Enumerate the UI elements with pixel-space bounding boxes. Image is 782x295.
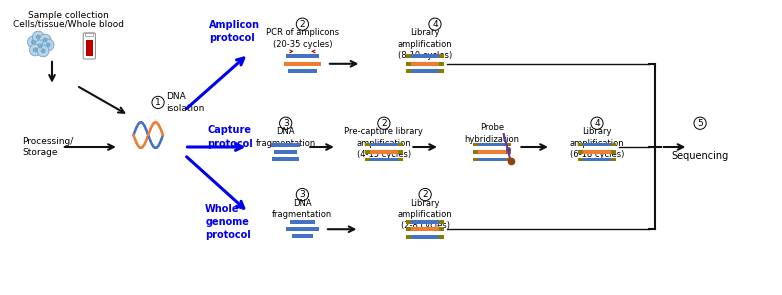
FancyBboxPatch shape [411, 227, 439, 231]
Text: 5: 5 [698, 119, 703, 128]
FancyBboxPatch shape [611, 158, 615, 161]
Text: 3: 3 [283, 119, 289, 128]
FancyBboxPatch shape [284, 62, 321, 66]
FancyBboxPatch shape [583, 143, 611, 146]
FancyBboxPatch shape [439, 235, 444, 239]
Text: 4: 4 [432, 20, 438, 29]
FancyBboxPatch shape [579, 143, 583, 146]
Text: Probe
hybridization: Probe hybridization [465, 123, 519, 144]
FancyBboxPatch shape [286, 227, 318, 231]
FancyBboxPatch shape [289, 220, 315, 224]
FancyBboxPatch shape [473, 158, 478, 161]
FancyBboxPatch shape [478, 143, 506, 146]
FancyBboxPatch shape [411, 235, 439, 239]
FancyBboxPatch shape [506, 150, 511, 154]
FancyBboxPatch shape [271, 143, 300, 147]
FancyBboxPatch shape [579, 158, 583, 161]
Text: 2: 2 [422, 190, 428, 199]
Text: Pre-capture library
amplification
(4-15 cycles): Pre-capture library amplification (4-15 … [344, 127, 423, 159]
Circle shape [38, 45, 49, 57]
FancyBboxPatch shape [292, 234, 313, 238]
FancyBboxPatch shape [439, 55, 444, 58]
Circle shape [34, 40, 46, 52]
Text: 1: 1 [155, 98, 161, 107]
FancyBboxPatch shape [411, 69, 439, 73]
FancyBboxPatch shape [285, 55, 319, 58]
FancyBboxPatch shape [439, 220, 444, 224]
Circle shape [30, 40, 36, 45]
FancyBboxPatch shape [439, 62, 444, 66]
Circle shape [38, 43, 43, 48]
Text: DNA
fragmentation: DNA fragmentation [272, 199, 332, 219]
FancyBboxPatch shape [274, 150, 297, 154]
Circle shape [45, 42, 51, 47]
Text: PCR of amplicons
(20-35 cycles): PCR of amplicons (20-35 cycles) [266, 28, 339, 49]
FancyBboxPatch shape [478, 158, 506, 161]
Text: Sequencing: Sequencing [672, 151, 729, 161]
Circle shape [43, 37, 48, 42]
FancyBboxPatch shape [411, 55, 439, 58]
Text: Cells/tissue/Whole blood: Cells/tissue/Whole blood [13, 19, 124, 28]
FancyBboxPatch shape [478, 150, 506, 154]
FancyBboxPatch shape [439, 69, 444, 73]
FancyBboxPatch shape [506, 143, 511, 146]
Circle shape [30, 44, 41, 56]
FancyBboxPatch shape [579, 150, 583, 154]
Circle shape [27, 36, 39, 48]
FancyBboxPatch shape [365, 150, 370, 154]
FancyBboxPatch shape [365, 143, 370, 146]
Circle shape [32, 31, 44, 43]
Circle shape [36, 35, 41, 40]
FancyBboxPatch shape [288, 69, 317, 73]
Text: Capture
protocol: Capture protocol [207, 125, 253, 149]
FancyBboxPatch shape [370, 158, 397, 161]
FancyBboxPatch shape [506, 158, 511, 161]
FancyBboxPatch shape [365, 158, 370, 161]
FancyBboxPatch shape [407, 227, 411, 231]
FancyBboxPatch shape [407, 62, 411, 66]
FancyBboxPatch shape [407, 55, 411, 58]
FancyBboxPatch shape [86, 40, 93, 56]
FancyBboxPatch shape [611, 150, 615, 154]
FancyBboxPatch shape [407, 220, 411, 224]
FancyBboxPatch shape [397, 150, 403, 154]
Text: 2: 2 [300, 20, 305, 29]
Text: 2: 2 [381, 119, 387, 128]
Text: DNA
fragmentation: DNA fragmentation [256, 127, 316, 148]
Circle shape [33, 47, 38, 53]
Text: Processing/
Storage: Processing/ Storage [23, 137, 74, 158]
FancyBboxPatch shape [411, 62, 439, 66]
FancyBboxPatch shape [473, 150, 478, 154]
Circle shape [39, 34, 51, 46]
Text: 4: 4 [594, 119, 600, 128]
FancyBboxPatch shape [397, 158, 403, 161]
Circle shape [41, 48, 45, 53]
FancyBboxPatch shape [407, 235, 411, 239]
FancyBboxPatch shape [397, 143, 403, 146]
Text: Library
amplification
(2-8 cycles): Library amplification (2-8 cycles) [398, 199, 453, 230]
FancyBboxPatch shape [272, 157, 300, 161]
Circle shape [42, 39, 54, 51]
FancyBboxPatch shape [611, 143, 615, 146]
Text: Library
amplification
(8-10 cycles): Library amplification (8-10 cycles) [398, 28, 453, 60]
FancyBboxPatch shape [370, 150, 397, 154]
Text: DNA
isolation: DNA isolation [166, 92, 204, 113]
Text: Library
amplification
(6-18 cycles): Library amplification (6-18 cycles) [569, 127, 624, 159]
FancyBboxPatch shape [583, 158, 611, 161]
FancyBboxPatch shape [83, 33, 95, 59]
FancyBboxPatch shape [370, 143, 397, 146]
FancyBboxPatch shape [85, 33, 93, 36]
Text: Whole
genome
protocol: Whole genome protocol [205, 204, 251, 240]
Text: Sample collection: Sample collection [28, 11, 109, 20]
Text: Amplicon
protocol: Amplicon protocol [209, 19, 260, 43]
FancyBboxPatch shape [473, 143, 478, 146]
FancyBboxPatch shape [407, 69, 411, 73]
FancyBboxPatch shape [439, 227, 444, 231]
Text: 3: 3 [300, 190, 305, 199]
FancyBboxPatch shape [583, 150, 611, 154]
FancyBboxPatch shape [411, 220, 439, 224]
